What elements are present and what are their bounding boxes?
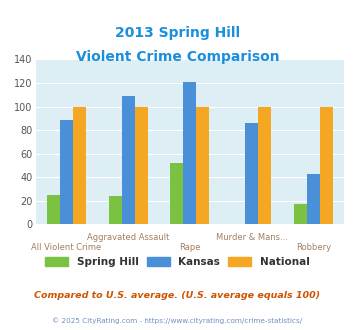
- Bar: [73, 107, 86, 224]
- Bar: [60, 119, 73, 224]
- Text: Murder & Mans...: Murder & Mans...: [216, 233, 288, 242]
- Text: Aggravated Assault: Aggravated Assault: [87, 233, 169, 242]
- Bar: [307, 174, 320, 224]
- Text: 2013 Spring Hill: 2013 Spring Hill: [115, 26, 240, 40]
- Bar: [122, 96, 135, 224]
- Bar: [47, 195, 60, 224]
- Text: All Violent Crime: All Violent Crime: [31, 243, 102, 251]
- Bar: [258, 107, 271, 224]
- Text: Violent Crime Comparison: Violent Crime Comparison: [76, 50, 279, 63]
- Text: Rape: Rape: [179, 243, 201, 251]
- Text: Compared to U.S. average. (U.S. average equals 100): Compared to U.S. average. (U.S. average …: [34, 291, 321, 300]
- Text: Robbery: Robbery: [296, 243, 331, 251]
- Text: © 2025 CityRating.com - https://www.cityrating.com/crime-statistics/: © 2025 CityRating.com - https://www.city…: [53, 317, 302, 324]
- Bar: [294, 204, 307, 224]
- Legend: Spring Hill, Kansas, National: Spring Hill, Kansas, National: [45, 257, 310, 267]
- Bar: [320, 107, 333, 224]
- Bar: [170, 163, 184, 224]
- Bar: [245, 123, 258, 224]
- Bar: [109, 196, 122, 224]
- Bar: [184, 82, 196, 224]
- Bar: [135, 107, 148, 224]
- Bar: [196, 107, 209, 224]
